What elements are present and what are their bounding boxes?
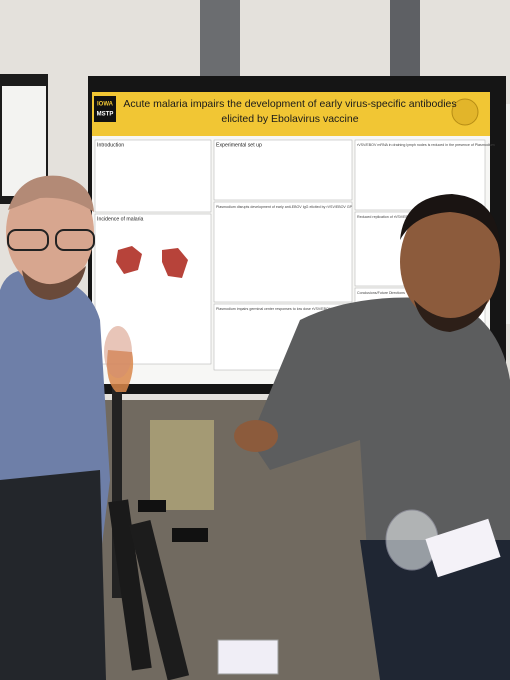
- shirt: [250, 297, 510, 600]
- panel: [213, 201, 353, 303]
- beard: [22, 266, 86, 300]
- logo-box: [94, 96, 116, 122]
- poster-title: elicited by Ebolavirus vaccine: [221, 113, 358, 125]
- section-heading: Reduced replication of rVSV/EBOV: [357, 215, 414, 219]
- hand: [104, 326, 132, 378]
- poster-tube: [108, 499, 152, 671]
- glasses: [55, 229, 95, 251]
- stand-leg: [112, 388, 122, 598]
- poster-tube: [129, 519, 190, 680]
- map: [162, 248, 188, 278]
- section-heading: rVSV/EBOV mRNA in draining lymph nodes i…: [357, 143, 495, 147]
- pants: [0, 470, 106, 680]
- section-heading: Conclusions/Future Directions: [357, 291, 405, 295]
- pillar: [390, 0, 420, 80]
- head: [400, 200, 500, 324]
- hair: [400, 194, 500, 250]
- card: [217, 639, 279, 675]
- beard: [414, 300, 488, 332]
- panel: [94, 139, 212, 213]
- seal: [451, 98, 479, 126]
- logo-text: IOWA: [97, 102, 114, 108]
- head-top: [8, 175, 94, 212]
- shoe: [172, 528, 208, 542]
- poster-header: [92, 92, 490, 136]
- papers: [425, 518, 501, 578]
- section-heading: Plasmodium disrupts development of early…: [216, 205, 353, 209]
- poster-title: Acute malaria impairs the development of…: [123, 98, 456, 110]
- pillar: [200, 0, 240, 80]
- jeans: [360, 540, 510, 680]
- glasses: [7, 229, 49, 251]
- head: [6, 176, 94, 288]
- section-heading: Plasmodium impairs germinal center respo…: [216, 307, 332, 311]
- section-heading: Experimental set up: [216, 142, 262, 148]
- section-heading: Incidence of malaria: [97, 216, 144, 222]
- logo-text: MSTP: [97, 112, 114, 118]
- panel: [213, 139, 353, 201]
- background-person: [150, 420, 214, 510]
- shoe: [138, 500, 166, 512]
- map: [116, 246, 142, 274]
- section-heading: Introduction: [97, 142, 124, 148]
- hand: [234, 420, 278, 452]
